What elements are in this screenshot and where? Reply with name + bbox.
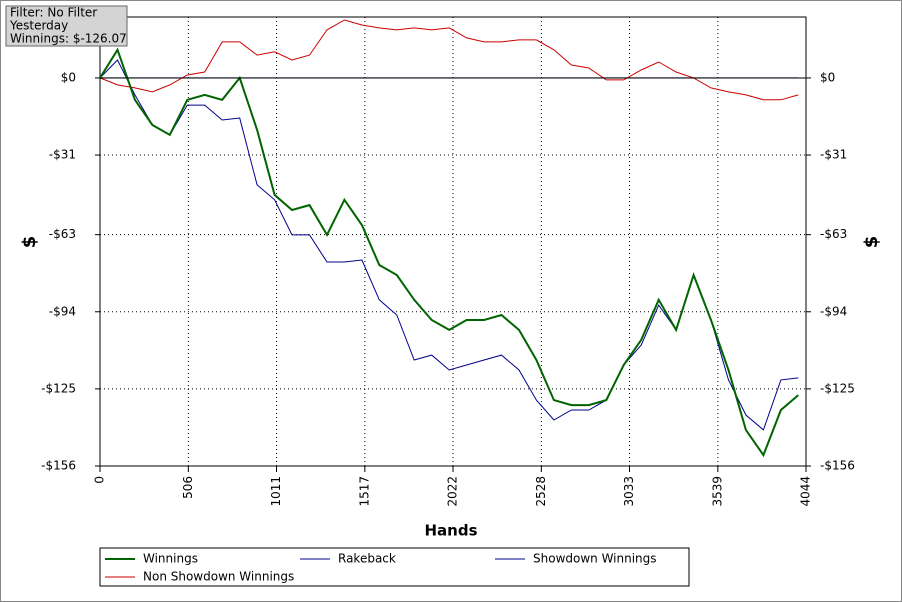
- x-tick-label: 0: [93, 476, 107, 484]
- y-axis-title: $: [19, 236, 40, 249]
- x-tick-label: 1011: [269, 476, 283, 507]
- info-line: Yesterday: [9, 19, 68, 33]
- x-tick-label: 1517: [357, 476, 371, 507]
- legend-label: Rakeback: [338, 552, 396, 566]
- legend-label: Winnings: [143, 552, 198, 566]
- y2-tick-label: $0: [820, 70, 835, 84]
- x-tick-label: 3033: [622, 476, 636, 507]
- y-tick-label: -$63: [49, 227, 76, 241]
- x-tick-label: 506: [181, 476, 195, 499]
- legend: [99, 547, 690, 587]
- info-line: Filter: No Filter: [10, 6, 97, 20]
- x-tick-label: 3539: [710, 476, 724, 507]
- y-tick-label: -$125: [41, 381, 76, 395]
- x-tick-label: 2528: [534, 476, 548, 507]
- series-line: [99, 19, 799, 101]
- y2-tick-label: -$31: [820, 148, 847, 162]
- y2-tick-label: -$125: [820, 381, 855, 395]
- y2-tick-label: -$63: [820, 227, 847, 241]
- y-tick-label: -$156: [41, 459, 76, 473]
- y-tick-label: -$31: [49, 148, 76, 162]
- y2-axis-title: $: [861, 236, 882, 249]
- info-box: [5, 5, 128, 47]
- y-tick-label: -$94: [49, 304, 76, 318]
- x-tick-label: 2022: [446, 476, 460, 507]
- y2-tick-label: -$94: [820, 304, 847, 318]
- legend-items: Winnings Rakeback Showdown Winnings Non Sho…: [105, 552, 657, 584]
- info-line: Winnings: $-126.07: [10, 32, 127, 46]
- legend-label: Non Showdown Winnings: [143, 570, 294, 584]
- y-tick-label: $0: [61, 70, 76, 84]
- series-line: [99, 47, 799, 458]
- x-axis-title: Hands: [424, 522, 477, 540]
- x-tick-label: 4044: [799, 476, 813, 507]
- plot: [95, 17, 811, 472]
- legend-label: Showdown Winnings: [533, 552, 657, 566]
- y2-tick-label: -$156: [820, 459, 855, 473]
